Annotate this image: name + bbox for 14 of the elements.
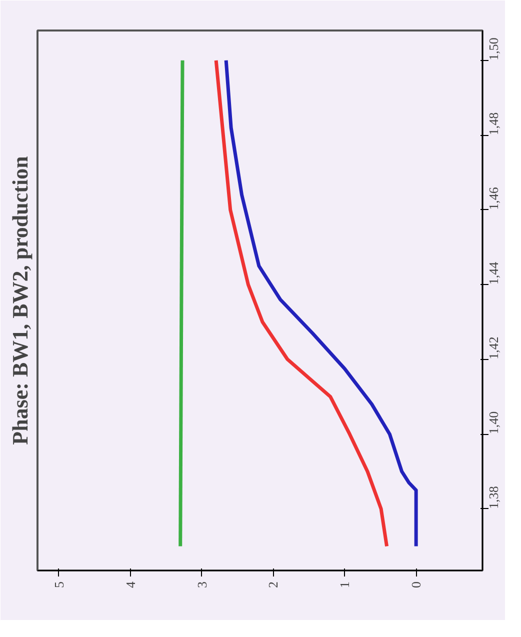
y-tick-label: 1,44 [486, 261, 501, 285]
x-tick-label: 0 [408, 582, 424, 588]
x-tick-label: 1 [337, 582, 352, 588]
x-tick-label: 5 [51, 582, 66, 588]
y-tick-label: 1,38 [486, 486, 501, 509]
y-tick-label: 1,46 [486, 186, 501, 210]
y-tick-label: 1,48 [486, 112, 501, 136]
x-tick-label: 4 [122, 581, 138, 588]
y-tick-label: 1,42 [486, 336, 501, 360]
text: Phase: BW1, BW2, production [8, 156, 32, 445]
y-tick-label: 1,40 [486, 411, 501, 434]
x-tick-label: 2 [266, 582, 281, 588]
y-tick-label: 1,50 [486, 38, 501, 60]
x-tick-label: 3 [194, 582, 210, 588]
